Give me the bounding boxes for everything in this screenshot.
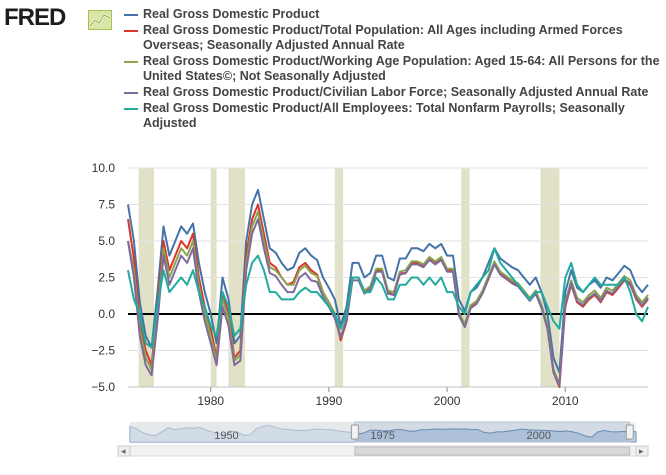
navigator-handle[interactable] — [350, 424, 359, 440]
navigator-tick-label: 1950 — [214, 430, 238, 442]
scroll-right-arrow-icon: ▸ — [639, 447, 644, 457]
legend-label: Real Gross Domestic Product/Total Popula… — [143, 22, 623, 53]
x-tick-label: 2010 — [552, 394, 579, 408]
line-chart: 10.0 7.5 5.0 2.5 0.0 −2.5 −5.0 1980 1990 2000 2010 — [91, 161, 649, 408]
legend-label: Real Gross Domestic Product/All Employee… — [143, 100, 625, 131]
navigator-tick-label: 1975 — [370, 430, 394, 442]
legend-item[interactable]: Real Gross Domestic Product/Civilian Lab… — [122, 85, 666, 101]
x-tick-label: 1980 — [197, 394, 224, 408]
fred-logo[interactable]: FRED — [4, 4, 114, 34]
legend-label: Real Gross Domestic Product — [143, 7, 320, 21]
fred-logo-text: FRED — [4, 4, 66, 31]
y-tick-label: 2.5 — [98, 271, 115, 285]
y-tick-label: 7.5 — [98, 198, 115, 212]
series-line — [127, 247, 649, 349]
legend-item[interactable]: Real Gross Domestic Product/All Employee… — [122, 101, 666, 132]
legend-swatch — [124, 29, 138, 32]
legend-item[interactable]: Real Gross Domestic Product/Total Popula… — [122, 23, 666, 54]
legend-item[interactable]: Real Gross Domestic Product — [122, 7, 666, 23]
legend-swatch — [124, 107, 138, 110]
legend-item[interactable]: Real Gross Domestic Product/Working Age … — [122, 54, 666, 85]
y-tick-label: 5.0 — [98, 234, 115, 248]
y-tick-label: 0.0 — [98, 307, 115, 321]
legend-swatch — [124, 91, 138, 94]
series-line — [127, 218, 649, 387]
y-tick-label: −2.5 — [91, 344, 115, 358]
scroll-left-arrow-icon: ◂ — [121, 447, 126, 457]
navigator-window[interactable] — [354, 421, 631, 443]
legend-label: Real Gross Domestic Product/Civilian Lab… — [143, 84, 649, 99]
legend-swatch — [124, 60, 138, 63]
y-tick-label: −5.0 — [91, 380, 115, 394]
legend-label: Real Gross Domestic Product/Working Age … — [143, 53, 660, 84]
scrollbar-thumb[interactable] — [354, 446, 631, 456]
y-tick-label: 10.0 — [92, 161, 116, 175]
fred-chart-icon — [88, 10, 112, 30]
scrollbar-left-button[interactable] — [117, 445, 131, 457]
navigator-handle[interactable] — [625, 424, 634, 440]
legend-swatch — [124, 14, 138, 16]
chart-legend: Real Gross Domestic Product Real Gross Do… — [122, 7, 666, 132]
scrollbar-right-button[interactable] — [635, 445, 649, 457]
range-navigator[interactable]: 1950 1975 2000 ◂ ▸ — [0, 420, 666, 475]
x-tick-label: 2000 — [434, 394, 461, 408]
navigator-mask-left — [130, 422, 355, 442]
x-tick-label: 1990 — [316, 394, 343, 408]
navigator-tick-label: 2000 — [527, 430, 551, 442]
